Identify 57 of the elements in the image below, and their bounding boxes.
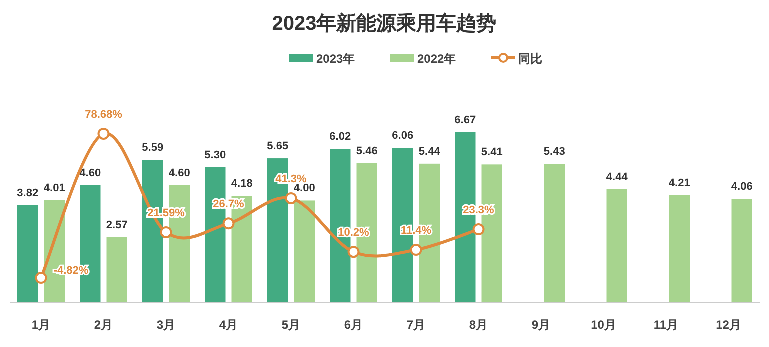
data-label: 6.67: [454, 114, 476, 126]
data-label: 11.4%: [400, 225, 432, 238]
x-tick-label: 1月: [32, 318, 51, 332]
data-label: 4.18: [231, 178, 253, 190]
data-label: 5.44: [418, 146, 442, 158]
data-label: 6.06: [392, 130, 414, 142]
data-label: 5.43: [544, 146, 566, 158]
data-label: 26.7%: [213, 198, 245, 211]
bar: [732, 199, 752, 303]
chart-title: 2023年新能源乘用车趋势: [272, 12, 497, 35]
legend-label: 2023年: [316, 52, 356, 66]
data-label: 5.65: [267, 140, 289, 153]
data-label: 5.59: [142, 142, 164, 154]
x-tick-label: 6月: [344, 318, 364, 332]
x-tick-label: 4月: [219, 318, 238, 332]
data-label: 5.30: [204, 149, 226, 162]
data-label: 78.68%: [85, 109, 123, 121]
x-tick-label: 7月: [406, 318, 426, 332]
point: [98, 128, 110, 140]
data-label: 6.02: [330, 131, 352, 144]
data-label: 5.41: [481, 146, 503, 159]
x-tick-label: 3月: [156, 318, 176, 332]
data-label: 4.60: [168, 167, 190, 180]
x-tick-label: 5月: [282, 318, 301, 332]
data-label: 3.82: [17, 187, 39, 200]
point: [285, 192, 298, 204]
x-tick-label: 9月: [532, 318, 551, 332]
bar: [294, 200, 315, 303]
data-label: 4.01: [44, 182, 66, 194]
data-label: -4.82%: [54, 265, 89, 277]
point: [472, 224, 485, 236]
data-label: 4.21: [668, 177, 690, 190]
x-tick-label: 2月: [94, 318, 114, 332]
x-tick-label: 10月: [591, 318, 616, 332]
point: [160, 226, 172, 238]
bar: [669, 195, 690, 303]
data-label: 10.2%: [338, 227, 370, 240]
data-label: 5.46: [356, 145, 378, 158]
legend-label: 同比: [518, 52, 542, 66]
data-label: 4.44: [606, 171, 629, 184]
point: [348, 246, 360, 258]
point: [222, 218, 235, 230]
data-label: 4.00: [294, 182, 316, 195]
bar: [606, 189, 628, 303]
data-label: 2.57: [106, 219, 128, 232]
point: [410, 244, 422, 256]
x-tick-label: 11月: [654, 318, 679, 332]
point: [35, 272, 48, 284]
data-label: 4.06: [731, 181, 753, 194]
bar: [544, 164, 565, 303]
bar: [106, 237, 128, 303]
data-label: 23.3%: [463, 204, 495, 217]
x-tick-label: 8月: [469, 318, 488, 332]
legend-label: 2022年: [418, 52, 456, 66]
data-label: 4.60: [80, 167, 102, 180]
bar: [18, 205, 38, 303]
x-tick-label: 12月: [716, 318, 742, 332]
